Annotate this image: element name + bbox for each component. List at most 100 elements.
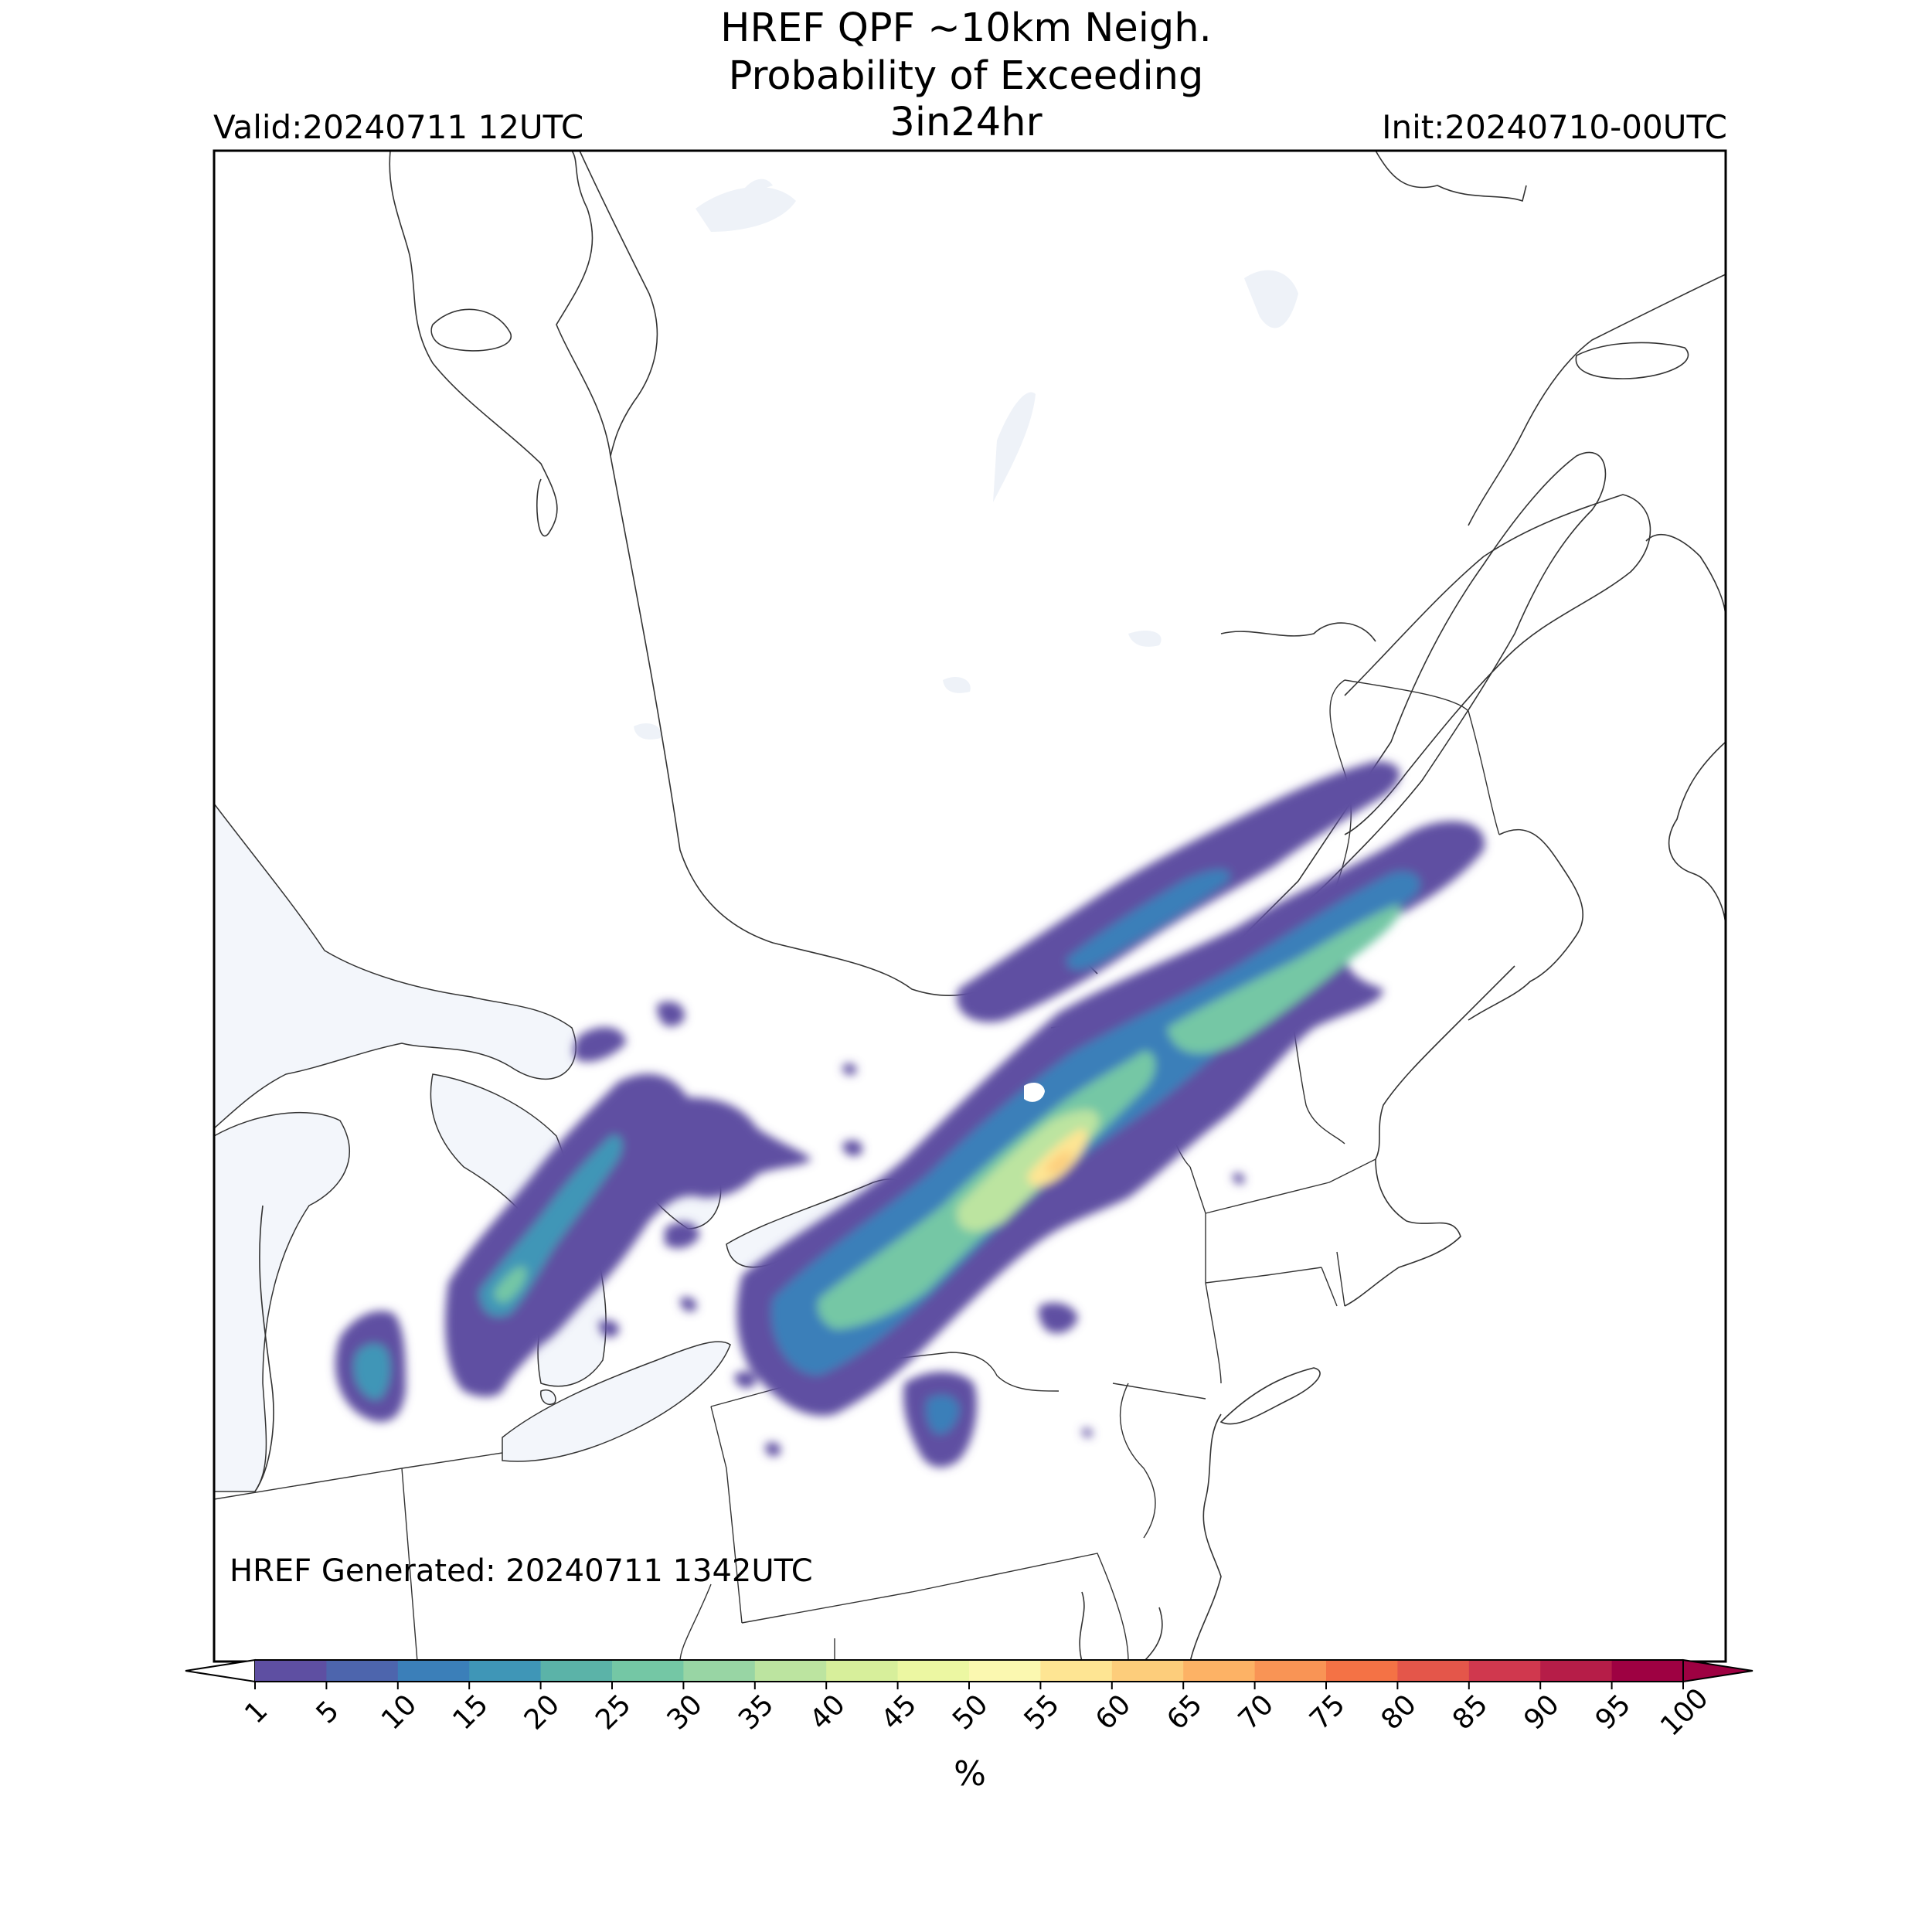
colorbar-segment (1254, 1660, 1327, 1682)
connecticut-rhode-island-border (1321, 1251, 1345, 1307)
swath-ontario-mid-small (842, 1140, 862, 1156)
swath-ontario-east-small (842, 1063, 857, 1075)
lake-superior (214, 802, 577, 1129)
colorbar-tick-label: 95 (1590, 1689, 1637, 1736)
colorbar-segment (469, 1660, 542, 1682)
long-island (1219, 1367, 1321, 1425)
nova-scotia-coast (1668, 741, 1726, 928)
akimiski-island (430, 308, 512, 352)
new-brunswick-coast (1468, 828, 1584, 1021)
init-time-label: Init:20240710-00UTC (1382, 108, 1727, 146)
colorbar-max-extend (1682, 1658, 1753, 1683)
swath-pa-blob-inner (926, 1395, 960, 1434)
colorbar-tick-label: 75 (1304, 1689, 1351, 1736)
colorbar-segment (969, 1660, 1041, 1682)
colorbar-segment (326, 1660, 399, 1682)
new-york-new-jersey-coast (1189, 1413, 1222, 1662)
map-title-line-1: HREF QPF ~10km Neigh. (720, 5, 1212, 51)
colorbar-tick-label: 90 (1518, 1689, 1565, 1736)
swath-ontario-small-2 (573, 1027, 626, 1062)
map-title-line-3: 3in24hr (889, 100, 1043, 145)
colorbar-tick-label: 60 (1090, 1689, 1137, 1736)
lake-st-clair (540, 1389, 556, 1406)
colorbar-tick-label: 30 (662, 1689, 709, 1736)
vermont-massachusetts-border (1205, 1158, 1376, 1214)
anticosti-island (1575, 342, 1689, 379)
lower-north-shore (1468, 274, 1726, 526)
colorbar-tick-label: 25 (590, 1689, 637, 1736)
colorbar-tick-label: 5 (311, 1695, 345, 1730)
colorbar-tick-label: 100 (1655, 1682, 1715, 1743)
labrador-coast (1375, 151, 1527, 202)
indiana-illinois-border (214, 1468, 403, 1500)
colorbar-segment (897, 1660, 970, 1682)
precip-probability-swaths (335, 761, 1485, 1468)
michigan-west-shore (254, 1205, 274, 1492)
colorbar-tick-label: 70 (1233, 1689, 1280, 1736)
colorbar-segment (540, 1660, 613, 1682)
colorbar-tick-label: 10 (376, 1689, 423, 1736)
swath-pa-east-small (1082, 1428, 1093, 1437)
colorbar-tick-label: 40 (804, 1689, 851, 1736)
swath-lake-michigan-inner (353, 1343, 390, 1400)
nj-pa-border (1119, 1383, 1156, 1539)
valid-time-label: Valid:20240711 12UTC (213, 108, 584, 146)
lake-erie (502, 1341, 731, 1462)
maine-coast (1375, 965, 1515, 1160)
massachusetts-coast (1344, 1158, 1461, 1307)
colorbar-segment (826, 1660, 899, 1682)
colorbar-segment (683, 1660, 756, 1682)
swath-gap (1024, 1082, 1045, 1102)
colorbar-tick-label: 20 (519, 1689, 566, 1736)
swath-michigan-core (494, 1267, 526, 1303)
swath-nh-small (1233, 1173, 1245, 1184)
delaware-bay (1143, 1607, 1163, 1662)
colorbar-segment (1183, 1660, 1256, 1682)
new-york-pennsylvania-border (710, 1352, 1060, 1407)
map-title-line-2: Probability of Exceeding (728, 53, 1204, 99)
swath-ny-peak-inner (1046, 1151, 1072, 1174)
new-york-vermont-border (1189, 1166, 1222, 1384)
james-bay-west-coast (556, 151, 611, 457)
colorbar-segment (1326, 1660, 1398, 1682)
colorbar-tick-label: 65 (1161, 1689, 1208, 1736)
colorbar-segment (612, 1660, 684, 1682)
ny-nj-border (1112, 1383, 1206, 1400)
lake-michigan (214, 1111, 350, 1492)
chesapeake-bay (1079, 1591, 1085, 1662)
colorbar-tick-label: 35 (733, 1689, 780, 1736)
swath-ny-core (957, 1110, 1099, 1232)
gulf-st-lawrence-coast (1220, 533, 1726, 642)
ohio-indiana-border (401, 1468, 418, 1662)
pennsylvania-west-border (710, 1406, 743, 1624)
swath-michigan (445, 1073, 811, 1397)
swath-ontario-small-4 (680, 1297, 697, 1311)
colorbar-segment (1468, 1660, 1541, 1682)
colorbar-tick-label: 15 (447, 1689, 494, 1736)
hudson-bay-coast (389, 151, 558, 537)
swath-st-lawrence-inner (1066, 869, 1230, 971)
maine-new-brunswick-border (1344, 679, 1500, 835)
colorbar-tick-label: 1 (239, 1695, 274, 1730)
swath-vt-band3 (1167, 904, 1400, 1054)
colorbar-segment (1540, 1660, 1613, 1682)
colorbar-segment (397, 1660, 470, 1682)
colorbar-segment (1111, 1660, 1184, 1682)
colorbar-segment (1397, 1660, 1470, 1682)
colorbar-tick-label: 55 (1019, 1689, 1066, 1736)
gaspe-peninsula (1344, 494, 1651, 835)
colorbar-segment (1040, 1660, 1113, 1682)
colorbar-segment (754, 1660, 827, 1682)
colorbar-tick-label: 45 (876, 1689, 923, 1736)
swath-ny-west-small (734, 1371, 757, 1388)
inland-lakes (634, 179, 1298, 740)
map-area (214, 151, 1726, 1662)
swath-ontario-small-3 (665, 1222, 699, 1249)
colorbar-unit-label: % (954, 1754, 986, 1794)
massachusetts-connecticut-border (1205, 1267, 1322, 1284)
swath-ontario-small-1 (657, 1002, 685, 1027)
colorbar-tick-label: 50 (947, 1689, 994, 1736)
colorbar-tick-label: 80 (1376, 1689, 1423, 1736)
swath-erie-small (599, 1320, 619, 1338)
swath-pa-small (765, 1442, 781, 1457)
